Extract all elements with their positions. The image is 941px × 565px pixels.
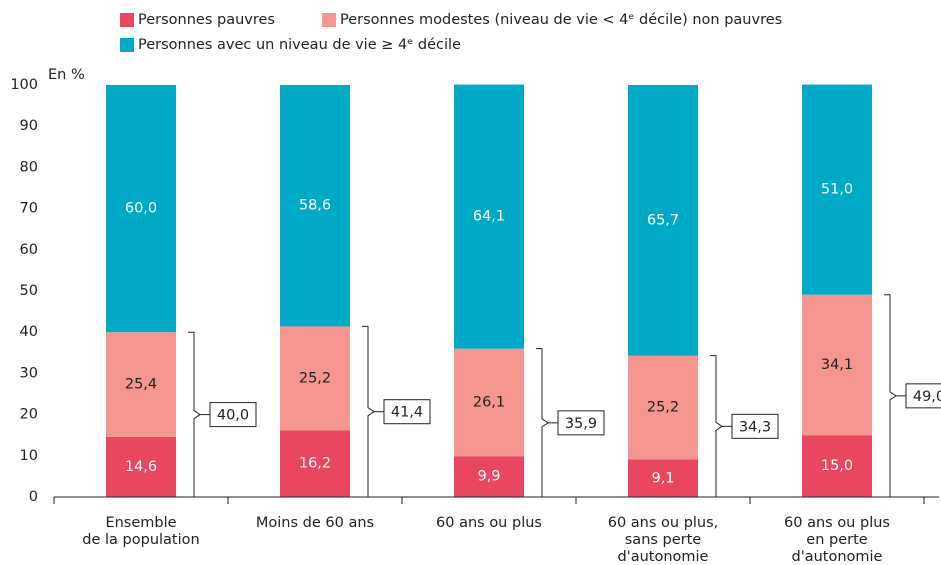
- y-tick-label: 80: [20, 159, 38, 175]
- bar-segment: [454, 348, 524, 457]
- x-tick-label: 60 ans ou plus en perte d'autonomie: [784, 515, 890, 565]
- legend-label: Personnes pauvres: [138, 12, 275, 28]
- value-label: 60,0: [125, 201, 157, 217]
- value-label: 58,6: [299, 198, 331, 214]
- y-tick-label: 30: [20, 365, 38, 381]
- brace: [362, 325, 375, 498]
- bar-segment: [628, 355, 698, 460]
- bar-segment: [454, 456, 524, 497]
- y-tick-label: 60: [20, 242, 38, 258]
- x-tick-line: 60 ans ou plus: [784, 515, 890, 531]
- value-label: 16,2: [299, 456, 331, 472]
- value-label: 9,1: [651, 470, 674, 486]
- bar-segment: [106, 85, 176, 333]
- value-label: 51,0: [821, 182, 853, 198]
- value-label: 25,2: [299, 370, 331, 386]
- x-tick-line: 60 ans ou plus,: [608, 515, 719, 531]
- value-label: 25,2: [647, 400, 679, 416]
- value-label: 14,6: [125, 459, 157, 475]
- value-label: 9,9: [477, 469, 500, 485]
- x-tick-line: 60 ans ou plus: [436, 515, 542, 531]
- x-tick-label: 60 ans ou plus, sans perte d'autonomie: [608, 515, 719, 565]
- x-tick-label: Moins de 60 ans: [256, 515, 374, 531]
- legend-label: Personnes avec un niveau de vie ≥ 4ᵉ déc…: [138, 37, 461, 53]
- bar-segment: [802, 435, 872, 497]
- bar-segment: [628, 85, 698, 356]
- y-tick-label: 0: [29, 489, 38, 505]
- y-tick-label: 20: [20, 407, 38, 423]
- bar-segment: [454, 84, 524, 349]
- x-tick-line: Moins de 60 ans: [256, 515, 374, 531]
- annotation-label: 40,0: [217, 408, 249, 424]
- legend-label: Personnes modestes (niveau de vie < 4ᵉ d…: [340, 12, 782, 28]
- value-label: 25,4: [125, 377, 157, 393]
- annotation-label: 41,4: [391, 405, 423, 421]
- annotation-box: [383, 399, 431, 425]
- bar-segment: [106, 436, 176, 497]
- x-tick-line: en perte: [806, 532, 867, 548]
- y-tick-label: 40: [20, 324, 38, 340]
- bar-segment: [280, 85, 350, 327]
- bar-segment: [280, 326, 350, 431]
- legend-swatch: [120, 13, 134, 27]
- x-tick-label: Ensemble de la population: [82, 515, 199, 548]
- x-tick-label: 60 ans ou plus: [436, 515, 542, 531]
- x-tick-line: de la population: [82, 532, 199, 548]
- y-tick-label: 50: [20, 283, 38, 299]
- bar-segment: [802, 84, 872, 295]
- y-unit-label: En %: [48, 67, 85, 83]
- annotation-box: [557, 410, 605, 436]
- annotation-label: 34,3: [739, 419, 771, 435]
- annotation-box: [209, 402, 257, 428]
- y-tick-label: 90: [20, 118, 38, 134]
- brace: [710, 355, 723, 498]
- legend-swatch: [322, 13, 336, 27]
- value-label: 65,7: [647, 212, 679, 228]
- x-tick-line: sans perte: [625, 532, 702, 548]
- annotation-label: 49,0: [913, 389, 941, 405]
- bar-segment: [280, 430, 350, 497]
- x-tick-line: d'autonomie: [792, 549, 883, 565]
- y-tick-label: 100: [10, 77, 38, 93]
- x-tick-line: Ensemble: [105, 515, 176, 531]
- annotation-box: [731, 413, 779, 439]
- value-label: 64,1: [473, 209, 505, 225]
- y-tick-label: 10: [20, 448, 38, 464]
- bar-segment: [628, 459, 698, 497]
- value-label: 15,0: [821, 458, 853, 474]
- brace: [188, 331, 201, 498]
- brace: [884, 294, 897, 498]
- value-label: 26,1: [473, 394, 505, 410]
- y-tick-label: 70: [20, 201, 38, 217]
- x-tick-line: d'autonomie: [618, 549, 709, 565]
- value-label: 34,1: [821, 357, 853, 373]
- annotation-box: [905, 383, 941, 409]
- bar-segment: [802, 294, 872, 436]
- brace: [536, 348, 549, 498]
- annotation-label: 35,9: [565, 416, 597, 432]
- legend-swatch: [120, 38, 134, 52]
- bar-segment: [106, 332, 176, 437]
